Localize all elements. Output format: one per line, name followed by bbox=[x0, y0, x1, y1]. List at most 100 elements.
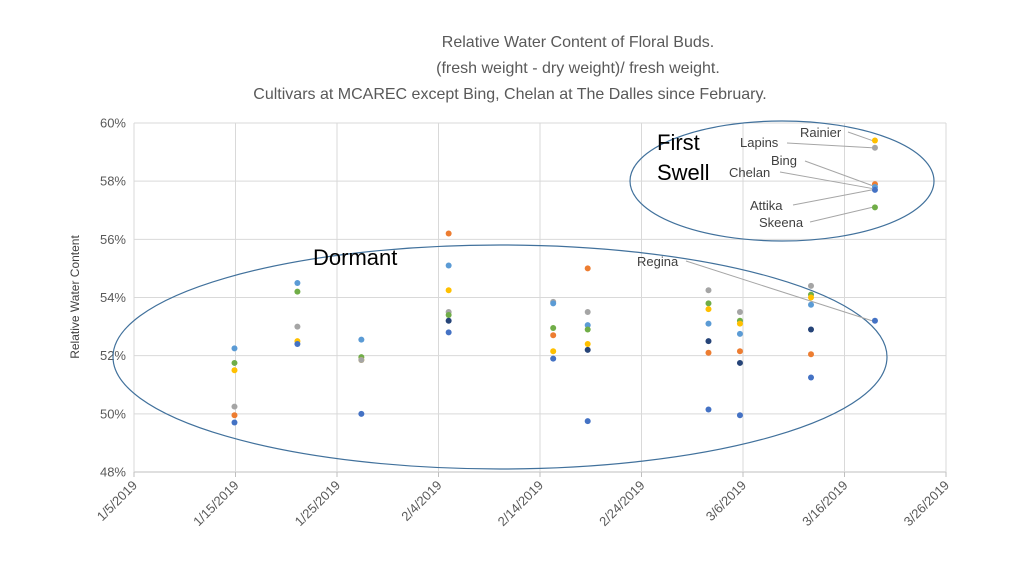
data-point bbox=[231, 345, 238, 352]
y-tick-label: 56% bbox=[100, 232, 126, 247]
y-tick-label: 58% bbox=[100, 174, 126, 189]
data-point bbox=[808, 326, 815, 333]
x-tick-label: 3/16/2019 bbox=[799, 478, 851, 530]
leader-line-lapins bbox=[786, 142, 872, 149]
label-leader-lines bbox=[685, 131, 873, 322]
data-point bbox=[871, 204, 878, 211]
data-point bbox=[705, 300, 712, 307]
leader-line-attika bbox=[792, 189, 873, 206]
data-point bbox=[584, 346, 591, 353]
x-tick-label: 3/26/2019 bbox=[901, 478, 953, 530]
data-point bbox=[445, 311, 452, 318]
data-point bbox=[736, 320, 743, 327]
x-axis-ticks: 1/5/2019 1/15/2019 1/25/2019 2/4/2019 2/14/2… bbox=[94, 478, 952, 530]
data-point bbox=[584, 265, 591, 272]
data-point bbox=[705, 306, 712, 313]
data-point bbox=[736, 412, 743, 419]
gridlines bbox=[133, 122, 947, 477]
data-point bbox=[358, 357, 365, 364]
leader-line-bing bbox=[804, 160, 873, 186]
y-axis-title: Relative Water Content bbox=[68, 235, 82, 359]
data-point bbox=[445, 287, 452, 294]
x-tick-label: 3/6/2019 bbox=[703, 478, 749, 524]
leader-line-skeena bbox=[809, 206, 873, 223]
leader-line-regina bbox=[685, 260, 873, 322]
data-point bbox=[736, 359, 743, 366]
y-tick-label: 50% bbox=[100, 406, 126, 421]
x-tick-label: 2/14/2019 bbox=[495, 478, 547, 530]
data-point bbox=[445, 230, 452, 237]
data-point bbox=[808, 301, 815, 308]
data-point bbox=[705, 320, 712, 327]
data-point bbox=[550, 348, 557, 355]
data-point bbox=[294, 279, 301, 286]
x-tick-label: 1/25/2019 bbox=[292, 478, 344, 530]
data-point bbox=[705, 406, 712, 413]
data-point bbox=[705, 338, 712, 345]
dormant-ellipse bbox=[112, 244, 888, 470]
cultivar-label-skeena: Skeena bbox=[759, 215, 804, 230]
cultivar-label-lapins: Lapins bbox=[740, 135, 779, 150]
data-point bbox=[871, 137, 878, 144]
data-point bbox=[584, 326, 591, 333]
y-tick-label: 48% bbox=[100, 465, 126, 480]
data-point bbox=[445, 317, 452, 324]
data-point bbox=[231, 419, 238, 426]
data-point bbox=[231, 367, 238, 374]
x-tick-label: 2/24/2019 bbox=[596, 478, 648, 530]
leader-line-chelan bbox=[779, 171, 873, 189]
data-point bbox=[584, 341, 591, 348]
data-point bbox=[808, 294, 815, 301]
cultivar-label-regina: Regina bbox=[637, 254, 679, 269]
data-point bbox=[231, 359, 238, 366]
first-swell-label-line-1: First bbox=[657, 130, 700, 155]
cultivar-label-attika: Attika bbox=[750, 198, 783, 213]
data-point bbox=[736, 309, 743, 316]
data-point bbox=[808, 351, 815, 358]
chart-title: Relative Water Content of Floral Buds. (… bbox=[253, 34, 766, 103]
data-point bbox=[871, 186, 878, 193]
data-point bbox=[871, 317, 878, 324]
y-tick-label: 54% bbox=[100, 290, 126, 305]
data-point bbox=[705, 287, 712, 294]
leader-line-rainier bbox=[847, 131, 873, 141]
data-point bbox=[808, 282, 815, 289]
data-point bbox=[294, 341, 301, 348]
data-point bbox=[736, 348, 743, 355]
data-point bbox=[550, 332, 557, 339]
cultivar-label-chelan: Chelan bbox=[729, 165, 770, 180]
data-point bbox=[445, 262, 452, 269]
data-point bbox=[294, 323, 301, 330]
data-point bbox=[231, 412, 238, 419]
first-swell-ellipse bbox=[629, 120, 935, 242]
data-point bbox=[584, 322, 591, 329]
first-swell-label-line-2: Swell bbox=[657, 160, 710, 185]
data-point bbox=[584, 418, 591, 425]
data-point bbox=[550, 325, 557, 332]
data-point bbox=[584, 309, 591, 316]
x-tick-label: 1/15/2019 bbox=[190, 478, 242, 530]
group-ellipses bbox=[112, 120, 935, 470]
cultivar-label-bing: Bing bbox=[771, 153, 797, 168]
data-points bbox=[231, 137, 878, 426]
dormant-label: Dormant bbox=[313, 245, 397, 270]
data-point bbox=[231, 403, 238, 410]
data-point bbox=[808, 374, 815, 381]
data-point bbox=[358, 336, 365, 343]
data-point bbox=[550, 355, 557, 362]
data-point bbox=[294, 288, 301, 295]
cultivar-label-rainier: Rainier bbox=[800, 125, 842, 140]
data-point bbox=[445, 329, 452, 336]
chart-title-line-1: Relative Water Content of Floral Buds. bbox=[442, 34, 714, 51]
y-axis-ticks: 48%50%52%54%56%58%60% bbox=[100, 116, 126, 480]
data-point bbox=[705, 349, 712, 356]
y-tick-label: 60% bbox=[100, 116, 126, 131]
x-tick-label: 1/5/2019 bbox=[94, 478, 140, 524]
data-point bbox=[736, 330, 743, 337]
chart-title-line-3: Cultivars at MCAREC except Bing, Chelan … bbox=[253, 86, 766, 103]
data-point bbox=[550, 300, 557, 307]
x-tick-label: 2/4/2019 bbox=[398, 478, 444, 524]
data-point bbox=[871, 144, 878, 151]
chart-title-line-2: (fresh weight - dry weight)/ fresh weigh… bbox=[436, 60, 720, 77]
